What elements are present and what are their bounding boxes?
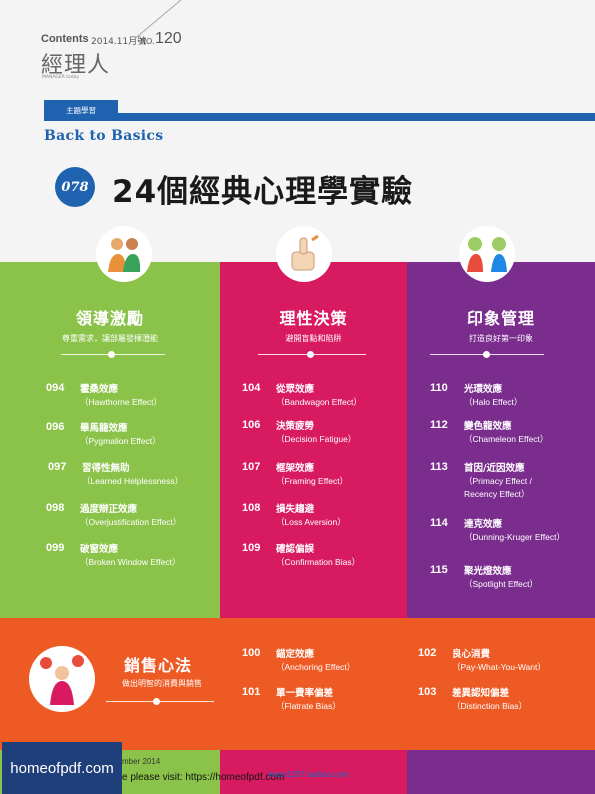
entry-english: （Decision Fatigue） bbox=[276, 434, 357, 444]
issue-date: 2014.11月號 bbox=[91, 37, 147, 47]
feature-page-badge[interactable]: 078 bbox=[55, 167, 95, 207]
entry-title: 變色龍效應 bbox=[464, 421, 512, 432]
entry-title: 習得性無助 bbox=[82, 463, 130, 474]
divider-dot bbox=[307, 351, 314, 358]
entry-page: 098 bbox=[46, 502, 65, 514]
divider-dot bbox=[108, 351, 115, 358]
category-sales-panel bbox=[0, 618, 595, 750]
entry-page: 104 bbox=[242, 382, 261, 394]
magazine-logo-subtitle: MANAGER today bbox=[42, 75, 80, 80]
entry-page: 115 bbox=[430, 564, 448, 576]
category-subtitle-impression: 打造良好第一印象 bbox=[469, 334, 533, 343]
entry-page: 106 bbox=[242, 419, 261, 431]
entry-page: 110 bbox=[430, 382, 448, 394]
entry-page: 107 bbox=[242, 461, 261, 473]
entry-title: 畢馬龍效應 bbox=[80, 423, 128, 434]
entry-title: 過度辯正效應 bbox=[80, 504, 138, 515]
entry-page: 113 bbox=[430, 461, 448, 473]
entry-title: 差異認知偏差 bbox=[452, 688, 510, 699]
entry-english: （Bandwagon Effect） bbox=[276, 397, 362, 407]
category-title-decision: 理性決策 bbox=[279, 309, 348, 328]
category-title-leadership: 領導激勵 bbox=[75, 309, 144, 328]
footer-date: mber 2014 bbox=[122, 757, 161, 766]
divider-dot bbox=[153, 698, 160, 705]
entry-title: 從眾效應 bbox=[276, 384, 315, 395]
juggling-fruit-icon bbox=[29, 646, 95, 712]
entry-title: 霍桑效應 bbox=[80, 384, 119, 395]
purple-panel-base bbox=[407, 750, 595, 794]
entry-english: （Halo Effect） bbox=[464, 397, 523, 407]
entry-english: （Primacy Effect / bbox=[464, 476, 532, 486]
entry-title: 達克效應 bbox=[464, 519, 503, 530]
entry-title: 損失趨避 bbox=[276, 504, 315, 515]
entry-english: （Overjustification Effect） bbox=[80, 517, 182, 527]
entry-english: （Hawthorne Effect） bbox=[80, 397, 163, 407]
entry-page: 097 bbox=[48, 461, 67, 473]
entry-page: 114 bbox=[430, 517, 448, 529]
entry-english: （Flatrate Bias） bbox=[276, 701, 341, 711]
entry-english: （Chameleon Effect） bbox=[464, 434, 549, 444]
chameleon-people-icon bbox=[459, 226, 515, 282]
divider-line bbox=[106, 701, 214, 702]
category-subtitle-decision: 避開盲點和陷阱 bbox=[285, 334, 342, 343]
entry-title: 決策疲勞 bbox=[276, 421, 315, 432]
entry-page: 099 bbox=[46, 542, 65, 554]
entry-english: （Pay-What-You-Want） bbox=[452, 662, 546, 672]
category-impression-panel bbox=[407, 262, 595, 618]
entry-title: 錨定效應 bbox=[276, 649, 315, 660]
entry-title: 單一費率偏差 bbox=[276, 688, 334, 699]
entry-english: （Framing Effect） bbox=[276, 476, 349, 486]
entry-page: 096 bbox=[46, 421, 65, 433]
entry-page: 101 bbox=[242, 686, 261, 698]
entry-title: 光環效應 bbox=[464, 384, 503, 395]
section-bar bbox=[44, 113, 595, 121]
entry-title: 破窗效應 bbox=[80, 544, 119, 555]
entry-english: （Spotlight Effect） bbox=[464, 579, 539, 589]
feature-title[interactable]: 24個經典心理學實驗 bbox=[112, 174, 414, 210]
thumbs-up-icon bbox=[276, 226, 332, 282]
category-subtitle-sales: 做出明智的消費與銷售 bbox=[122, 679, 202, 688]
entry-english: （Learned Helplessness） bbox=[82, 476, 184, 486]
issue-number: 120 bbox=[155, 30, 182, 47]
magazine-logo: 經理人 bbox=[41, 53, 111, 78]
entry-english: （Confirmation Bias） bbox=[276, 557, 361, 567]
entry-english: （Broken Window Effect） bbox=[80, 557, 181, 567]
entry-title: 良心消費 bbox=[452, 649, 491, 660]
entry-title: 框架效應 bbox=[276, 463, 315, 474]
divider-dot bbox=[483, 351, 490, 358]
entry-title: 聚光燈效應 bbox=[464, 566, 512, 577]
entry-title: 首因/近因效應 bbox=[464, 463, 525, 474]
category-title-sales: 銷售心法 bbox=[123, 656, 192, 675]
entry-page: 109 bbox=[242, 542, 261, 554]
entry-page: 094 bbox=[46, 382, 65, 394]
feature-page-number: 078 bbox=[61, 179, 89, 195]
entry-page: 108 bbox=[242, 502, 261, 514]
entry-page: 102 bbox=[418, 647, 437, 659]
entry-english: （Pygmalion Effect） bbox=[80, 436, 161, 446]
category-leadership-panel bbox=[0, 262, 220, 618]
category-subtitle-leadership: 尊重需求，讓部屬發揮潛能 bbox=[62, 334, 158, 343]
footer-shop-link[interactable]: lease1207.taobao.com bbox=[268, 770, 349, 779]
category-title-impression: 印象管理 bbox=[466, 309, 535, 328]
pink-panel-base bbox=[220, 750, 407, 794]
watermark-logo[interactable]: homeofpdf.com bbox=[2, 742, 122, 794]
section-title: Back to Basics bbox=[44, 128, 164, 144]
topic-tag: 主題學習 bbox=[44, 100, 118, 121]
issue-no-label: NO. bbox=[140, 37, 155, 46]
entry-title: 確認偏誤 bbox=[276, 544, 315, 555]
entry-page: 100 bbox=[242, 647, 261, 659]
people-talking-icon bbox=[96, 226, 152, 282]
entry-english: （Loss Aversion） bbox=[276, 517, 346, 527]
entry-english-line2: Recency Effect） bbox=[464, 489, 530, 499]
entry-page: 112 bbox=[430, 419, 448, 431]
entry-english: （Dunning-Kruger Effect） bbox=[464, 532, 565, 542]
entry-english: （Anchoring Effect） bbox=[276, 662, 356, 672]
category-decision-panel bbox=[220, 262, 407, 618]
contents-label: Contents bbox=[41, 33, 89, 45]
footer-visit-text[interactable]: e please visit: https://homeofpdf.com bbox=[122, 772, 285, 783]
entry-english: （Distinction Bias） bbox=[452, 701, 528, 711]
entry-page: 103 bbox=[418, 686, 437, 698]
